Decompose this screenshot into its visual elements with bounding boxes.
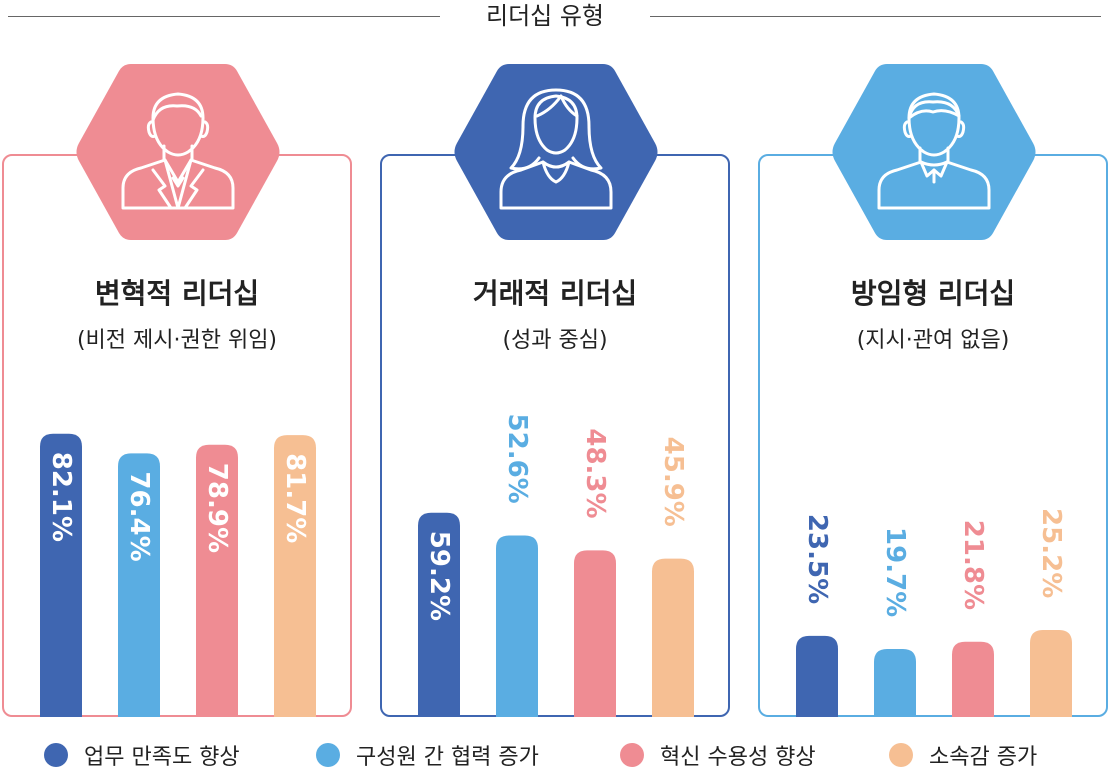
bar-cooperation [496, 535, 538, 717]
bar-innovation [196, 444, 238, 717]
bar-value-label: 82.1% [46, 452, 76, 542]
bar-value-label: 78.9% [202, 463, 232, 553]
legend-item-belonging: 소속감 증가 [889, 738, 1037, 772]
header-rule-left [8, 16, 440, 17]
bar-job-satisfaction [418, 512, 460, 717]
bar-belonging [652, 558, 694, 717]
bar-innovation [952, 641, 994, 717]
legend-label: 구성원 간 협력 증가 [356, 745, 539, 770]
panel-title: 방임형 리더십 [850, 277, 1016, 310]
legend-swatch [620, 743, 644, 767]
bar-value-label: 59.2% [424, 531, 454, 621]
bar-value-label: 45.9% [658, 437, 688, 527]
legend-swatch [316, 743, 340, 767]
hexagon-badge-transactional [451, 60, 661, 244]
bar-group-panel-3: 23.5% 19.7% 21.8% 25.2% [796, 508, 1072, 717]
hexagon-badge-laissez-faire [829, 60, 1039, 244]
bar-value-label: 21.8% [958, 520, 988, 610]
legend-label: 소속감 증가 [929, 745, 1038, 770]
legend: 업무 만족도 향상 구성원 간 협력 증가 혁신 수용성 향상 소속감 증가 [0, 738, 1111, 772]
chart-title: 리더십 유형 [485, 2, 605, 30]
bar-group-panel-1: 82.1% 76.4% 78.9% 81.7% [40, 433, 316, 717]
bar-value-label: 19.7% [880, 527, 910, 617]
header-rule-right [650, 16, 1101, 17]
header: 리더십 유형 [0, 0, 1111, 34]
legend-item-job-satisfaction: 업무 만족도 향상 [44, 738, 240, 772]
panel-title: 거래적 리더십 [472, 277, 638, 310]
panel-title: 변혁적 리더십 [94, 277, 260, 310]
panel-subtitle: (비전 제시·권한 위임) [76, 328, 278, 353]
bar-belonging [274, 435, 316, 717]
panel-subtitle: (성과 중심) [502, 328, 608, 353]
bar-value-label: 48.3% [580, 428, 610, 518]
bar-value-label: 25.2% [1036, 508, 1066, 598]
man-casual-icon [877, 92, 991, 210]
legend-item-cooperation: 구성원 간 협력 증가 [316, 738, 539, 772]
legend-label: 업무 만족도 향상 [84, 745, 240, 770]
bar-job-satisfaction [796, 635, 838, 717]
hexagon-badge-transformational [73, 60, 283, 244]
bar-value-label: 76.4% [124, 471, 154, 561]
bar-cooperation [118, 453, 160, 717]
legend-swatch [889, 743, 913, 767]
bar-belonging [1030, 630, 1072, 717]
bar-value-label: 81.7% [280, 453, 310, 543]
legend-label: 혁신 수용성 향상 [660, 745, 816, 770]
woman-icon [499, 88, 613, 210]
bar-group-panel-2: 59.2% 52.6% 48.3% 45.9% [418, 414, 694, 717]
bar-value-label: 52.6% [502, 414, 532, 504]
bar-job-satisfaction [40, 433, 82, 717]
bar-cooperation [874, 649, 916, 717]
panel-subtitle: (지시·관여 없음) [856, 328, 1010, 353]
bar-innovation [574, 550, 616, 717]
bar-value-label: 23.5% [802, 514, 832, 604]
panel-laissez-faire: 방임형 리더십 (지시·관여 없음) [758, 154, 1108, 717]
legend-swatch [44, 743, 68, 767]
man-in-suit-icon [121, 92, 235, 210]
legend-item-innovation: 혁신 수용성 향상 [620, 738, 816, 772]
